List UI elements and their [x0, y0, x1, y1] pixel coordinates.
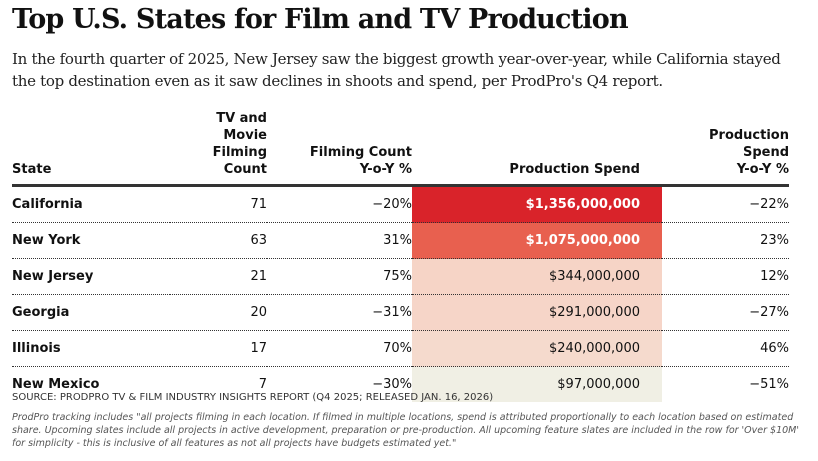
footnote: ProdPro tracking includes "all projects … — [12, 412, 799, 449]
cell-state: New Mexico — [12, 377, 100, 392]
cell-filming-yoy: 70% — [267, 330, 412, 367]
cell-spend-yoy: 46% — [662, 330, 789, 367]
cell-filming-yoy: −20% — [267, 185, 412, 223]
header-row: State TV and Movie Filming Count Filming … — [12, 110, 789, 187]
header-filming-yoy[interactable]: Filming Count Y-o-Y % — [267, 110, 412, 187]
cell-filming-yoy: 31% — [267, 222, 412, 259]
cell-spend-yoy: 12% — [662, 258, 789, 295]
data-table: State TV and Movie Filming Count Filming … — [12, 110, 789, 402]
table-row: New Jersey 21 75% $344,000,000 12% — [12, 258, 789, 295]
cell-filming-count: 63 — [170, 222, 267, 259]
cell-state: Illinois — [12, 330, 170, 367]
cell-production-spend: $1,356,000,000 — [412, 185, 662, 223]
header-state[interactable]: State — [12, 110, 170, 187]
cell-production-spend: $240,000,000 — [412, 330, 662, 367]
cell-state: New York — [12, 222, 170, 259]
cell-filming-yoy: −30% — [372, 377, 412, 392]
header-filming-count[interactable]: TV and Movie Filming Count — [170, 110, 267, 187]
cell-state: New Jersey — [12, 258, 170, 295]
cell-state: Georgia — [12, 294, 170, 331]
table-row: New Mexico 7 −30% $97,000,000 −51% — [12, 366, 789, 402]
table-row: Georgia 20 −31% $291,000,000 −27% — [12, 294, 789, 331]
cell-production-spend: $1,075,000,000 — [412, 222, 662, 259]
cell-production-spend: $344,000,000 — [412, 258, 662, 295]
cell-filming-count: 71 — [170, 185, 267, 223]
cell-production-spend: $291,000,000 — [412, 294, 662, 331]
cell-filming-count: 7 — [258, 377, 267, 392]
chart-subtitle: In the fourth quarter of 2025, New Jerse… — [12, 50, 781, 90]
header-production-spend[interactable]: Production Spend — [412, 110, 662, 187]
cell-filming-yoy: 75% — [267, 258, 412, 295]
cell-spend-yoy: −51% — [749, 377, 789, 392]
cell-state: California — [12, 185, 170, 223]
cell-spend-yoy: 23% — [662, 222, 789, 259]
cell-production-spend: $97,000,000 — [412, 366, 662, 402]
chart-title: Top U.S. States for Film and TV Producti… — [12, 4, 629, 35]
cell-filming-yoy: −31% — [267, 294, 412, 331]
cell-spend-yoy: −22% — [662, 185, 789, 223]
table-row: California 71 −20% $1,356,000,000 −22% — [12, 185, 789, 223]
cell-filming-count: 20 — [170, 294, 267, 331]
table-row: New York 63 31% $1,075,000,000 23% — [12, 222, 789, 259]
cell-filming-count: 17 — [170, 330, 267, 367]
cell-filming-count: 21 — [170, 258, 267, 295]
source-line: SOURCE: PRODPRO TV & FILM INDUSTRY INSIG… — [12, 392, 494, 403]
cell-spend-yoy: −27% — [662, 294, 789, 331]
header-spend-yoy[interactable]: Production Spend Y-o-Y % — [662, 110, 789, 187]
table-row: Illinois 17 70% $240,000,000 46% — [12, 330, 789, 367]
